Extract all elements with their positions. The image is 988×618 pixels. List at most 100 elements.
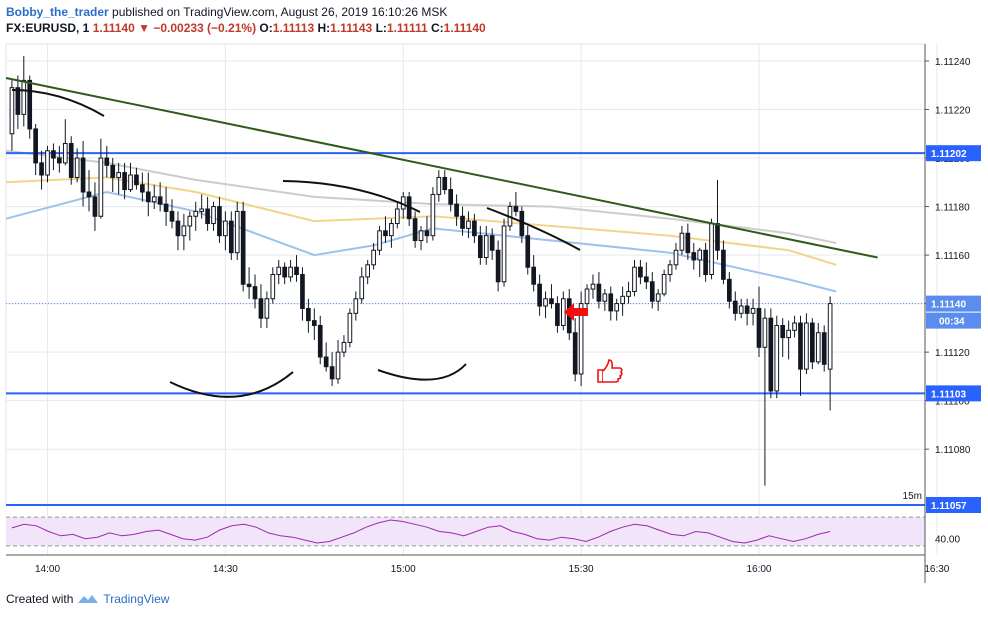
candle-down <box>329 366 335 380</box>
candle-up <box>377 230 382 251</box>
candle-up <box>371 249 376 266</box>
candles <box>9 56 833 486</box>
candle-down <box>282 266 288 278</box>
candle-up <box>74 157 80 178</box>
price-tick: 1.11180 <box>935 203 970 214</box>
candle-up <box>211 206 216 225</box>
low-label: L: <box>375 21 387 35</box>
candle-up <box>501 225 507 283</box>
candle-down <box>448 189 454 205</box>
candle-down <box>205 208 210 225</box>
candle-down <box>744 305 750 314</box>
close-value: 1.11140 <box>443 21 486 35</box>
close-label: C: <box>430 21 444 35</box>
candle-up <box>774 324 780 392</box>
price-tick: 1.11120 <box>935 348 970 359</box>
candle-down <box>596 283 602 302</box>
candle-up <box>614 303 620 312</box>
candle-down <box>715 223 720 251</box>
candle-down <box>300 274 305 309</box>
countdown-box <box>926 312 981 329</box>
candle-down <box>306 307 311 322</box>
time-tick: 14:00 <box>35 564 60 575</box>
candle-up <box>804 322 809 370</box>
candle-down <box>110 164 116 178</box>
last-price-label: 1.11140 <box>931 300 966 311</box>
level-label: 1.11202 <box>931 149 967 160</box>
candle-up <box>762 317 768 348</box>
head-shoulder-arc-left <box>169 371 294 398</box>
candle-down <box>80 157 86 193</box>
symbol-line: FX:EURUSD, 1 1.11140 ▼ −0.00233 (−0.21%)… <box>6 20 486 36</box>
candle-down <box>311 320 317 326</box>
symbol-name[interactable]: FX:EURUSD, 1 <box>6 21 90 35</box>
candle-down <box>821 332 827 365</box>
candle-up <box>584 288 590 305</box>
candle-up <box>655 293 661 302</box>
candle-down <box>27 79 33 130</box>
candle-up <box>738 305 744 314</box>
candle-down <box>33 128 38 164</box>
drawings <box>11 89 623 398</box>
candle-down <box>217 206 222 237</box>
candle-down <box>104 157 110 166</box>
candle-up <box>673 249 679 266</box>
candle-up <box>750 307 756 314</box>
candle-up <box>116 172 121 178</box>
candle-up <box>193 210 199 217</box>
price-change: −0.00233 (−0.21%) <box>153 21 257 35</box>
horizontal-levels <box>6 152 925 506</box>
candle-down <box>649 281 655 302</box>
candle-down <box>721 249 726 280</box>
candle-down <box>246 283 252 288</box>
high-value: 1.11143 <box>330 21 373 35</box>
price-tick: 1.11240 <box>935 57 971 68</box>
thumbs-up-icon <box>597 359 623 383</box>
candle-up <box>389 223 394 237</box>
arc-top-right <box>486 207 581 251</box>
candle-down <box>86 191 92 198</box>
candle-down <box>424 230 430 237</box>
candle-down <box>92 196 98 217</box>
candle-down <box>57 157 62 164</box>
publish-line: Bobby_the_trader published on TradingVie… <box>6 4 486 20</box>
candle-down <box>175 220 181 237</box>
candle-up <box>181 225 187 237</box>
level-label: 1.11103 <box>931 389 966 400</box>
trendline[interactable] <box>5 76 878 259</box>
candle-down <box>513 206 519 212</box>
head-shoulder-arc-middle <box>377 363 467 381</box>
candle-up <box>359 276 365 300</box>
candle-up <box>679 232 685 251</box>
tradingview-link[interactable]: TradingView <box>103 592 170 606</box>
candle-down <box>145 191 151 203</box>
price-tick: 1.11080 <box>935 445 971 456</box>
candle-up <box>483 235 489 259</box>
author-link[interactable]: Bobby_the_trader <box>6 5 109 19</box>
candle-up <box>288 266 293 278</box>
last-price-box <box>926 295 981 312</box>
candle-down <box>240 210 246 285</box>
chart-grid <box>5 43 938 555</box>
candle-up <box>661 274 667 295</box>
candle-down <box>685 232 691 254</box>
left-arrow-icon <box>564 303 588 321</box>
price-tick: 1.11100 <box>935 397 970 408</box>
candle-up <box>21 79 27 115</box>
candle-up <box>709 223 714 275</box>
candle-down <box>294 266 299 275</box>
candle-down <box>727 278 732 302</box>
candle-up <box>602 293 608 302</box>
candle-up <box>815 332 821 363</box>
candle-down <box>537 283 542 307</box>
candle-up <box>786 329 791 339</box>
candle-down <box>157 196 163 205</box>
rsi-line <box>11 519 831 544</box>
candle-down <box>810 322 815 363</box>
candle-up <box>697 249 703 261</box>
candle-down <box>732 300 738 314</box>
candle-down <box>477 235 483 259</box>
candle-up <box>827 303 833 370</box>
candle-up <box>436 176 442 195</box>
